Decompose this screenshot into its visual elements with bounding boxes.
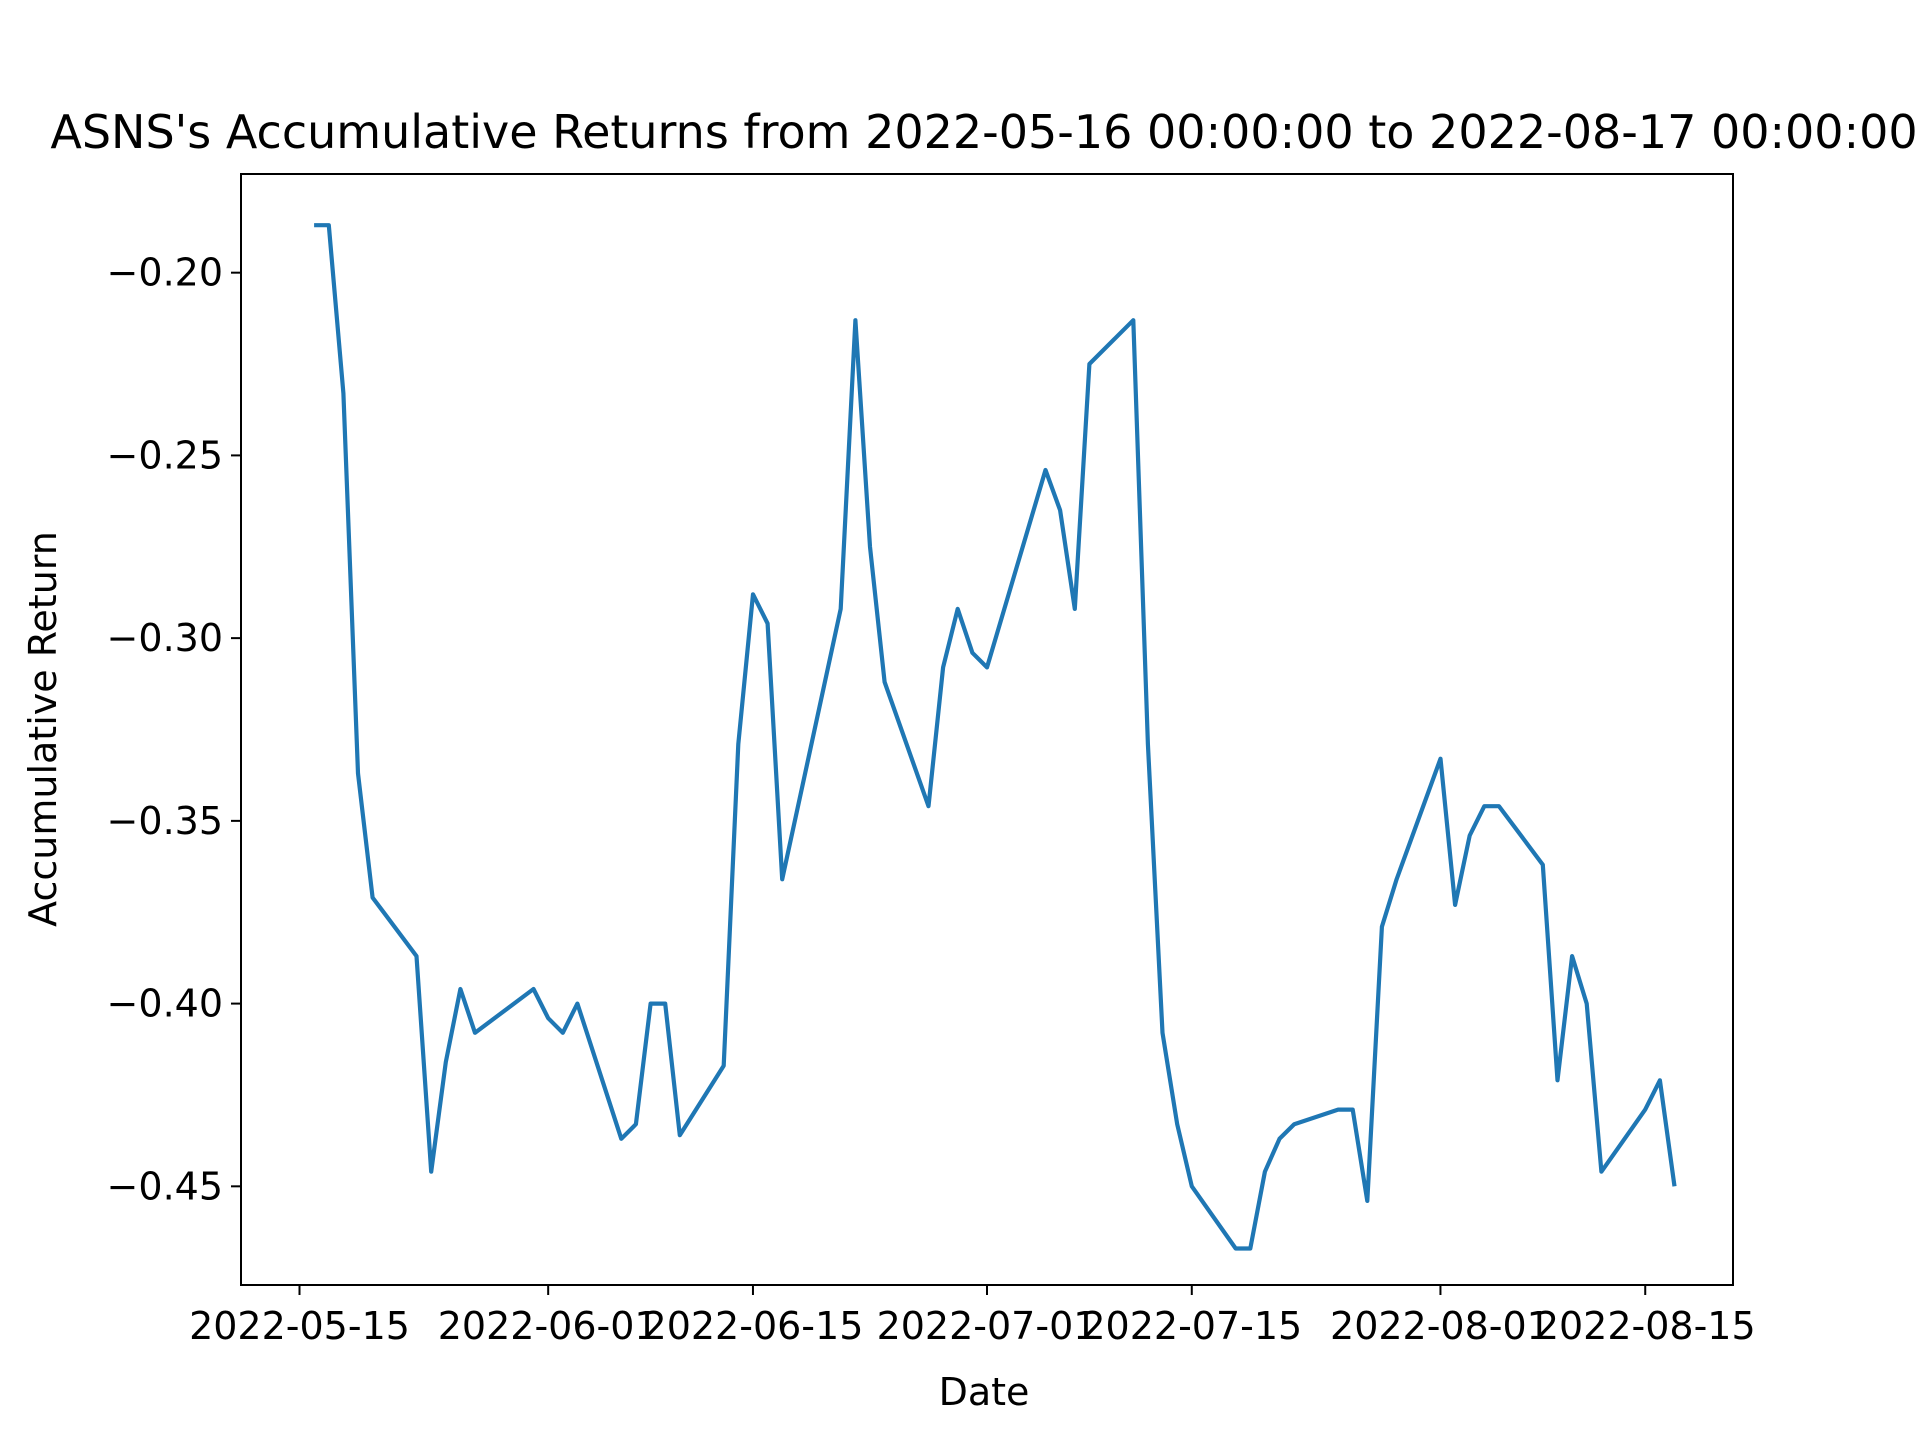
x-tick-label: 2022-08-01 xyxy=(1330,1304,1551,1348)
x-tick-label: 2022-05-15 xyxy=(189,1304,410,1348)
series-layer xyxy=(314,223,1677,1251)
series-line xyxy=(314,223,1677,1251)
x-axis-label: Date xyxy=(939,1370,1030,1414)
y-axis-label: Accumulative Return xyxy=(21,531,65,927)
y-tick-label: −0.20 xyxy=(107,251,223,295)
y-axis: −0.20 −0.25 −0.30 −0.35 −0.40 −0.45 xyxy=(107,251,241,1208)
x-tick-label: 2022-08-15 xyxy=(1535,1304,1756,1348)
x-tick-label: 2022-07-01 xyxy=(877,1304,1098,1348)
x-tick-label: 2022-06-01 xyxy=(438,1304,659,1348)
x-tick-label: 2022-07-15 xyxy=(1081,1304,1302,1348)
chart-title: ASNS's Accumulative Returns from 2022-05… xyxy=(50,105,1917,159)
y-tick-label: −0.25 xyxy=(107,433,223,477)
y-tick-label: −0.35 xyxy=(107,799,223,843)
y-tick-label: −0.30 xyxy=(107,616,223,660)
y-tick-label: −0.45 xyxy=(107,1164,223,1208)
x-tick-label: 2022-06-15 xyxy=(643,1304,864,1348)
y-tick-label: −0.40 xyxy=(107,982,223,1026)
